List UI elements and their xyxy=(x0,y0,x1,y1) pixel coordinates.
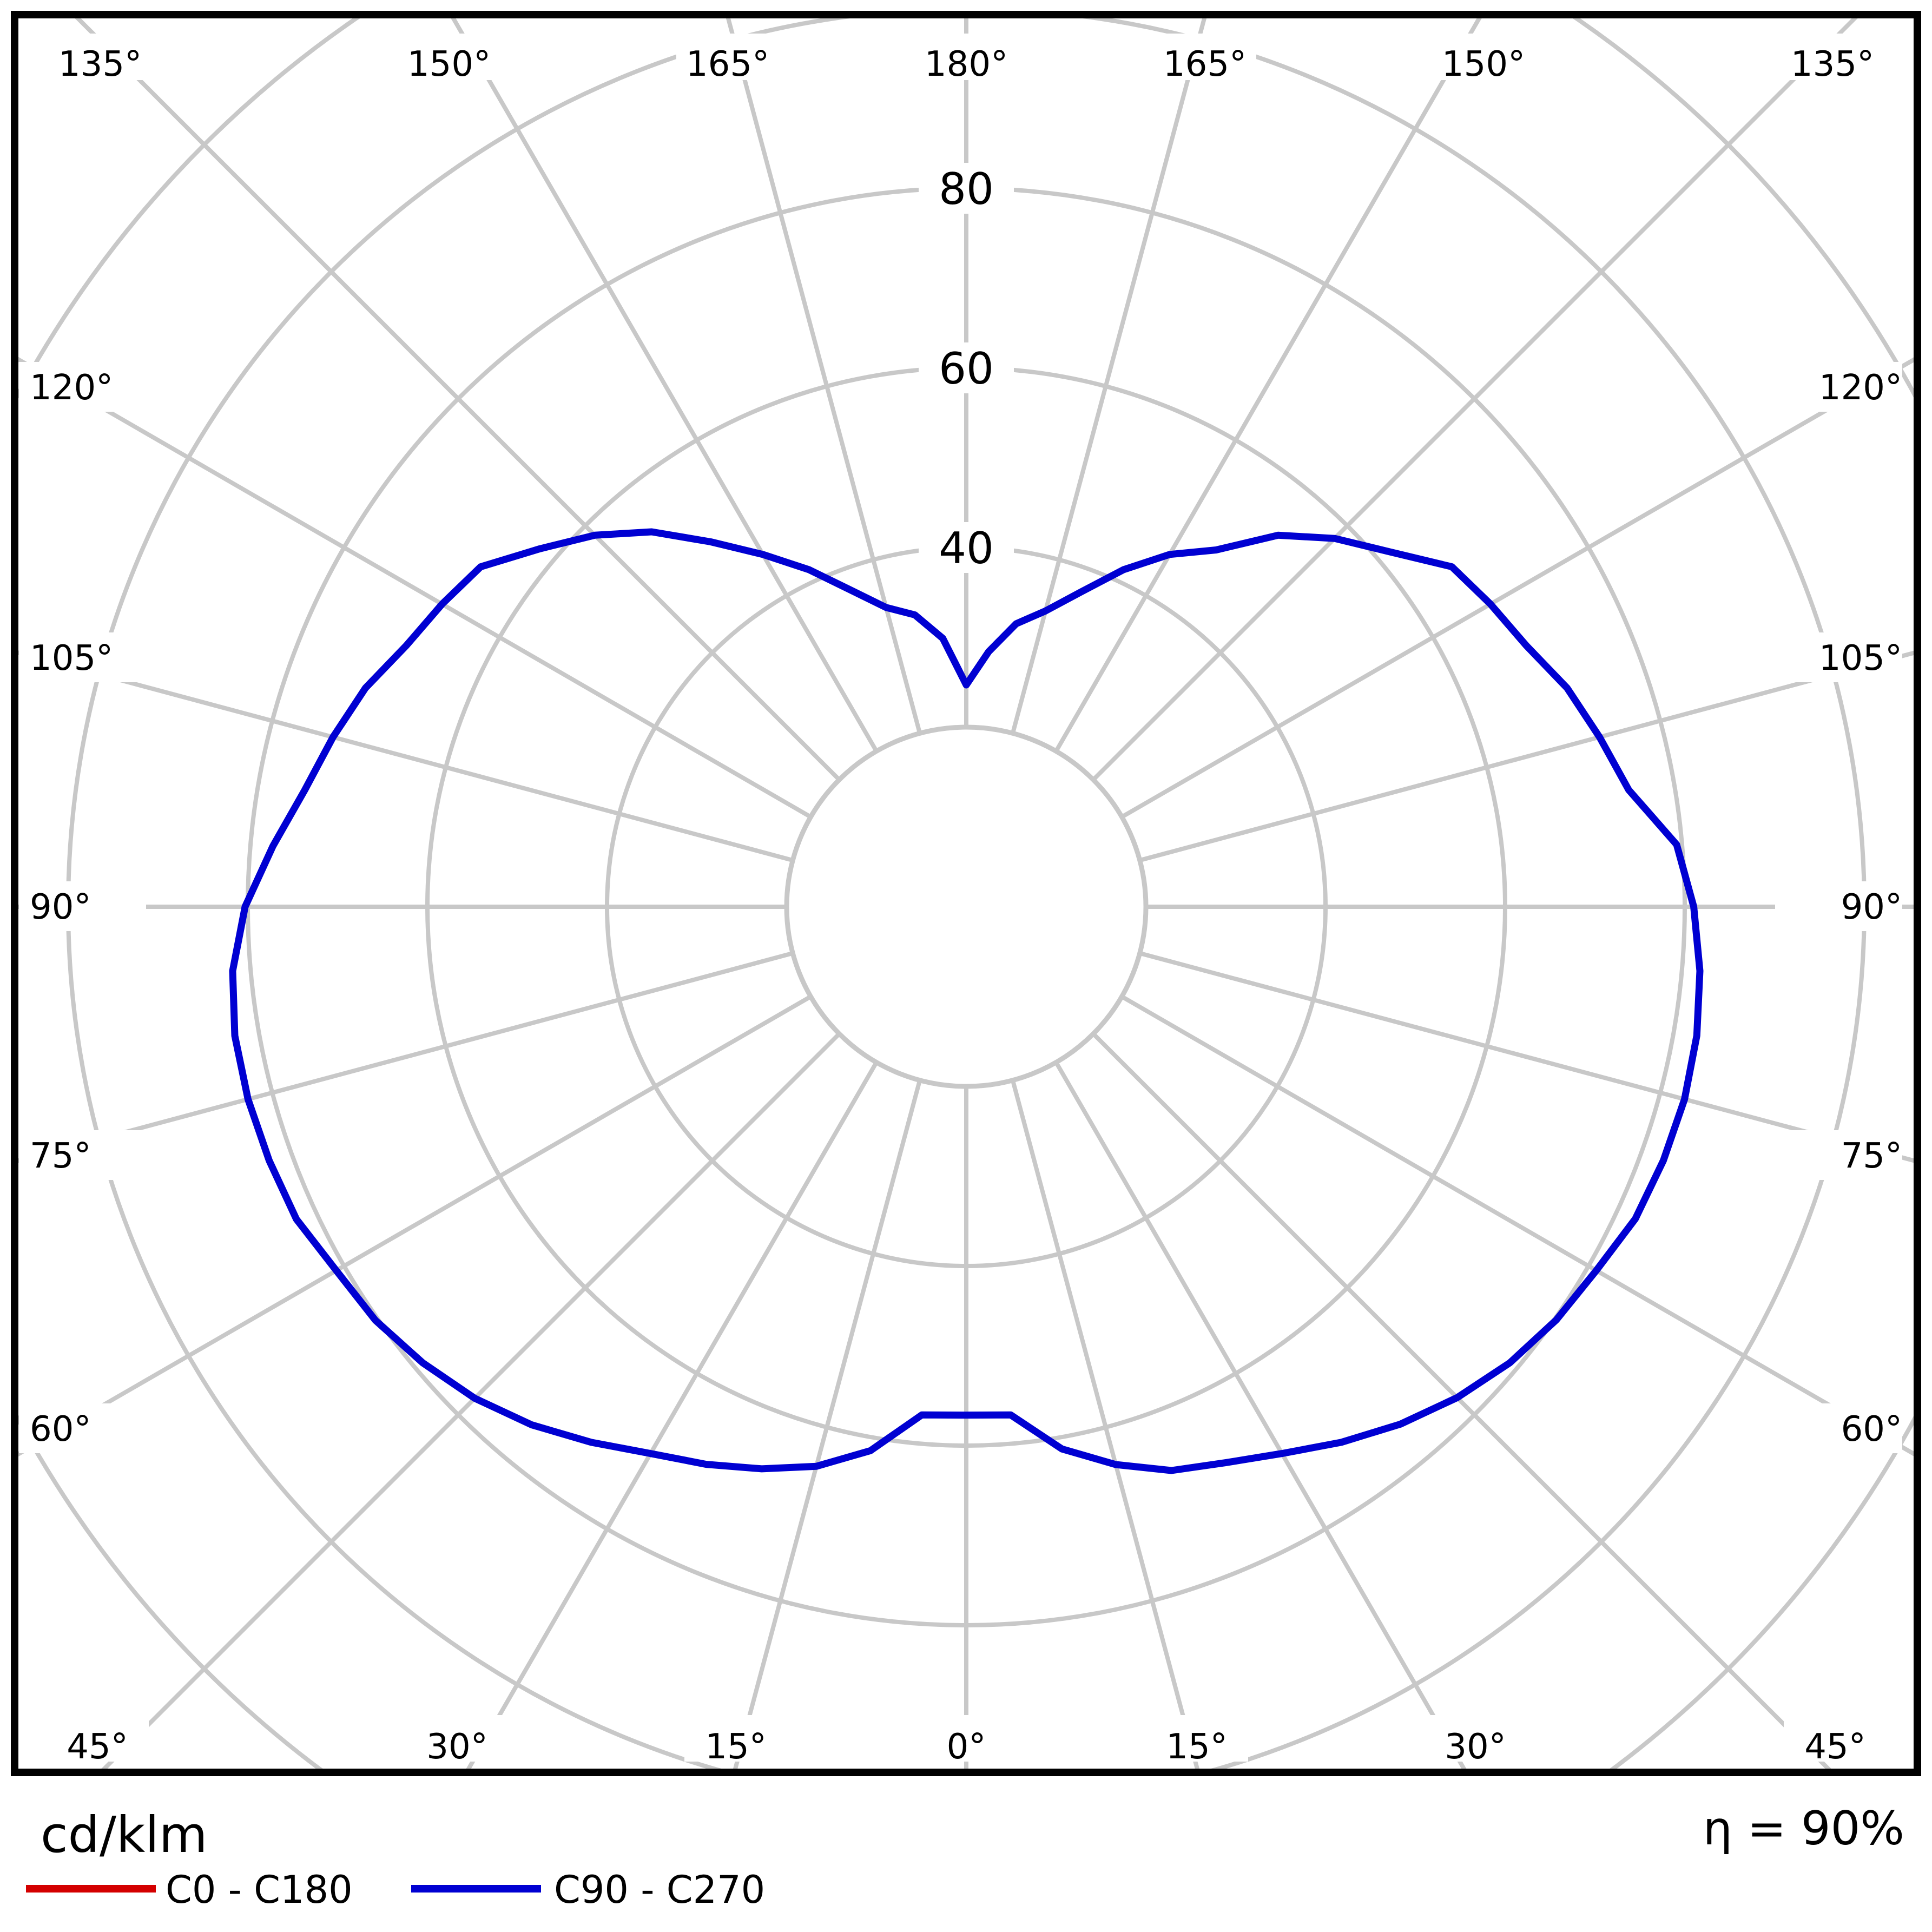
label-mask xyxy=(19,881,146,931)
grid-ray xyxy=(449,15,879,753)
angle-label-top: 165° xyxy=(686,44,769,84)
legend-label-c90-c270: C90 - C270 xyxy=(554,1868,766,1912)
label-mask xyxy=(1775,1130,1902,1180)
angle-label-bottom: 0° xyxy=(947,1727,986,1767)
label-mask xyxy=(19,1130,146,1180)
grid-ray xyxy=(732,1079,922,1772)
grid-ray xyxy=(1011,15,1208,734)
legend-label-c0-c180: C0 - C180 xyxy=(166,1868,353,1912)
angle-label-top: 150° xyxy=(407,44,491,84)
label-mask xyxy=(19,362,146,412)
angle-label-bottom: 15° xyxy=(705,1727,766,1767)
label-mask xyxy=(1775,632,1902,682)
label-mask xyxy=(1781,34,1884,80)
label-mask xyxy=(1153,34,1256,80)
angle-label-right: 90° xyxy=(1841,887,1902,927)
legend-swatch-c90-c270 xyxy=(411,1885,541,1893)
angle-label-top: 150° xyxy=(1442,44,1525,84)
label-mask xyxy=(919,163,1014,214)
label-mask xyxy=(49,34,151,80)
angle-label-right: 60° xyxy=(1841,1409,1902,1449)
label-mask xyxy=(1432,34,1535,80)
label-mask xyxy=(19,632,146,682)
angle-label-bottom: 15° xyxy=(1166,1727,1227,1767)
grid-ray xyxy=(1120,355,1917,819)
ring-tick-labels: 40 60 80 xyxy=(919,163,1014,573)
label-mask xyxy=(1424,1715,1527,1762)
label-mask xyxy=(684,1715,787,1762)
ring-tick-label: 80 xyxy=(939,164,994,214)
grid-ray xyxy=(97,1032,841,1772)
label-mask xyxy=(398,34,500,80)
label-mask xyxy=(1145,1715,1248,1762)
ring-tick-label: 60 xyxy=(939,344,994,394)
angle-label-left: 105° xyxy=(30,638,113,678)
ring-tick-label: 40 xyxy=(939,523,994,573)
grid-ray xyxy=(1120,994,1917,1459)
label-mask xyxy=(1784,1715,1887,1762)
grid-ray xyxy=(71,15,841,782)
label-mask xyxy=(1775,881,1902,931)
grid-ray xyxy=(1011,1079,1201,1772)
angle-label-left: 60° xyxy=(30,1409,91,1449)
angle-labels: 135° 150° 165° 180° 165° 150° 135° 45° 30° 15° 0° 1… xyxy=(19,34,1902,1767)
curve-c90-c270 xyxy=(229,528,1704,1474)
label-mask xyxy=(915,1715,1018,1762)
angle-label-right: 105° xyxy=(1819,638,1902,678)
label-mask xyxy=(1775,1403,1902,1453)
grid-ray xyxy=(1054,1061,1469,1772)
angle-label-top: 165° xyxy=(1163,44,1247,84)
grid-ray xyxy=(725,15,922,734)
grid-ray xyxy=(15,951,794,1164)
label-mask xyxy=(46,1715,149,1762)
angle-label-top: 135° xyxy=(1791,44,1874,84)
legend-swatch-c0-c180 xyxy=(26,1885,156,1893)
label-mask xyxy=(915,34,1018,80)
angle-label-top: 135° xyxy=(58,44,142,84)
grid-ray xyxy=(1139,951,1917,1164)
angle-label-left: 75° xyxy=(30,1136,91,1176)
plot-border xyxy=(11,11,1921,1776)
angle-label-right: 120° xyxy=(1819,368,1902,408)
label-mask xyxy=(919,522,1014,573)
grid-ray xyxy=(15,649,794,862)
label-mask xyxy=(19,1403,146,1453)
angle-label-bottom: 30° xyxy=(426,1727,487,1767)
unit-label: cd/klm xyxy=(41,1806,208,1864)
grid-ray xyxy=(464,1061,879,1772)
grid-ray xyxy=(1054,15,1484,753)
angle-label-top: 180° xyxy=(925,44,1008,84)
angle-label-right: 75° xyxy=(1841,1136,1902,1176)
grid-ring-20 xyxy=(784,724,1149,1089)
grid-ray xyxy=(15,354,812,819)
angle-label-bottom: 45° xyxy=(1804,1727,1865,1767)
label-mask xyxy=(676,34,779,80)
grid-ray xyxy=(1091,15,1862,782)
grid-ray xyxy=(1139,649,1917,862)
label-mask xyxy=(1775,362,1902,412)
efficiency-label: η = 90% xyxy=(1703,1802,1904,1856)
label-mask xyxy=(406,1715,509,1762)
angle-label-left: 120° xyxy=(30,368,113,408)
angle-label-bottom: 45° xyxy=(67,1727,128,1767)
label-mask xyxy=(919,342,1014,393)
grid-ray xyxy=(15,994,812,1459)
angle-label-left: 90° xyxy=(30,887,91,927)
angle-label-bottom: 30° xyxy=(1445,1727,1506,1767)
grid-ray xyxy=(1091,1032,1835,1772)
